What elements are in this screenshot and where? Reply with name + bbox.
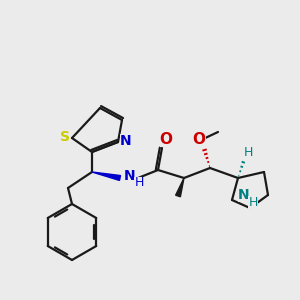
Text: O: O (193, 131, 206, 146)
Text: H: H (248, 196, 258, 208)
Text: H: H (134, 176, 144, 190)
Text: N: N (120, 134, 132, 148)
Text: O: O (160, 131, 172, 146)
Polygon shape (92, 172, 121, 180)
Text: H: H (243, 146, 253, 160)
Text: S: S (60, 130, 70, 144)
Text: N: N (124, 169, 136, 183)
Polygon shape (176, 178, 184, 197)
Text: N: N (238, 188, 250, 202)
